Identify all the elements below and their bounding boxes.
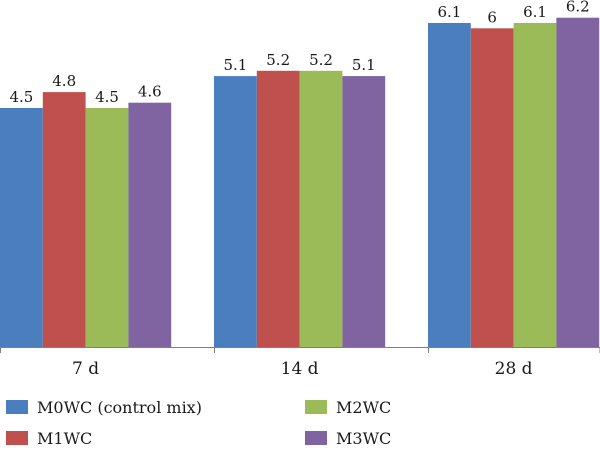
legend-label: M3WC <box>336 429 391 448</box>
bar-m3wc-7d <box>128 102 172 347</box>
data-label: 4.8 <box>52 72 76 90</box>
legend: M0WC (control mix) M1WC M2WC M3WC <box>6 398 391 448</box>
bar-m0wc-28d <box>428 23 471 347</box>
data-label: 5.1 <box>352 56 376 74</box>
bar-m1wc-7d <box>42 92 86 347</box>
legend-swatch <box>6 400 28 414</box>
category-label: 14 d <box>281 359 319 379</box>
data-label: 6.2 <box>566 0 590 16</box>
bar-m0wc-7d <box>0 108 43 347</box>
category-label: 7 d <box>72 359 99 379</box>
data-label: 6.1 <box>437 3 461 21</box>
data-labels-layer: 4.5 4.8 4.5 4.6 5.1 5.2 5.2 5.1 6.1 6 6.1 6.2 <box>9 0 589 106</box>
x-axis-ticks <box>0 347 600 353</box>
data-label: 4.5 <box>95 88 119 106</box>
legend-label: M0WC (control mix) <box>37 398 202 417</box>
data-label: 6 <box>487 8 497 26</box>
data-label: 5.2 <box>266 51 290 69</box>
legend-item: M2WC <box>305 398 391 417</box>
legend-label: M2WC <box>336 398 391 417</box>
category-labels: 7 d 14 d 28 d <box>72 359 533 379</box>
bar-m2wc-28d <box>513 23 557 347</box>
bar-m1wc-28d <box>470 28 514 348</box>
data-label: 4.6 <box>138 83 162 101</box>
legend-item: M1WC <box>6 429 92 448</box>
data-label: 5.2 <box>309 51 333 69</box>
bars-layer <box>0 17 600 348</box>
data-label: 6.1 <box>523 3 547 21</box>
legend-swatch <box>305 400 327 414</box>
bar-m2wc-7d <box>85 108 129 347</box>
legend-label: M1WC <box>37 429 92 448</box>
legend-swatch <box>305 431 327 445</box>
category-label: 28 d <box>495 359 533 379</box>
bar-m2wc-14d <box>299 70 343 348</box>
bar-m1wc-14d <box>256 70 300 348</box>
legend-item: M0WC (control mix) <box>6 398 202 417</box>
data-label: 4.5 <box>9 88 33 106</box>
legend-swatch <box>6 431 28 445</box>
bar-m0wc-14d <box>214 76 257 347</box>
bar-m3wc-28d <box>556 17 600 347</box>
data-label: 5.1 <box>223 56 247 74</box>
legend-item: M3WC <box>305 429 391 448</box>
bar-m3wc-14d <box>342 76 386 347</box>
